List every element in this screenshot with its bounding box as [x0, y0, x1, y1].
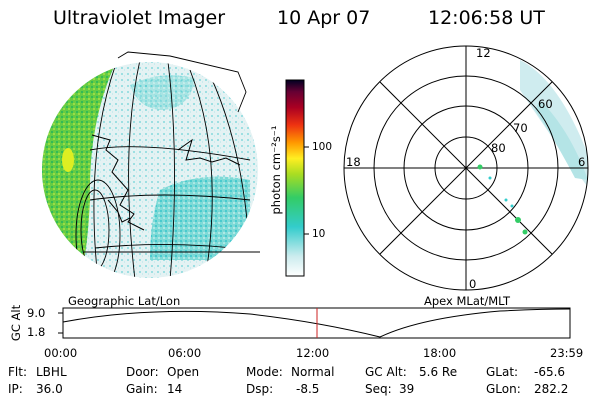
emission-spots: [477, 164, 528, 235]
colorbar-tick-100: 100: [312, 141, 333, 153]
mode-value: Normal: [291, 365, 335, 379]
mlat-label-60: 60: [538, 97, 553, 111]
mlt-label-18: 18: [346, 155, 361, 169]
mlat-label-70: 70: [513, 121, 528, 135]
geographic-panel-label: Geographic Lat/Lon: [68, 294, 181, 308]
gcalt-label: GC Alt:: [365, 365, 407, 379]
gcalt-value: 5.6 Re: [419, 365, 458, 379]
x-tick-2359: 23:59: [550, 346, 584, 360]
altitude-ytick-1: 1.8: [27, 325, 46, 339]
dsp-value: -8.5: [296, 382, 320, 396]
x-tick-0600: 06:00: [168, 346, 202, 360]
altitude-curve: [62, 308, 571, 338]
gain-label: Gain:: [126, 382, 158, 396]
mlt-label-6: 6: [578, 155, 586, 169]
x-tick-1200: 12:00: [296, 346, 330, 360]
gain-value: 14: [167, 382, 183, 396]
flt-value: LBHL: [36, 365, 67, 379]
altitude-ytick-9: 9.0: [27, 306, 46, 320]
door-label: Door:: [126, 365, 159, 379]
x-tick-1800: 18:00: [423, 346, 457, 360]
glon-label: GLon:: [486, 382, 521, 396]
flt-label: Flt:: [8, 365, 27, 379]
magnetic-panel-label: Apex MLat/MLT: [424, 294, 511, 308]
glat-label: GLat:: [486, 365, 519, 379]
mode-label: Mode:: [246, 365, 283, 379]
ip-value: 36.0: [36, 382, 63, 396]
date-label: 10 Apr 07: [277, 7, 371, 29]
colorbar-tick-10: 10: [312, 228, 326, 240]
door-value: Open: [167, 365, 200, 379]
dsp-label: Dsp:: [246, 382, 274, 396]
seq-label: Seq:: [365, 382, 392, 396]
seq-value: 39: [399, 382, 415, 396]
ip-label: IP:: [8, 382, 23, 396]
mlt-label-12: 12: [476, 46, 491, 60]
altitude-ylabel: GC Alt: [9, 304, 23, 342]
mlt-label-0: 0: [469, 277, 477, 291]
app-title: Ultraviolet Imager: [53, 7, 226, 29]
mlat-label-80: 80: [491, 141, 506, 155]
time-label: 12:06:58 UT: [428, 7, 545, 29]
glon-value: 282.2: [534, 382, 569, 396]
glat-value: -65.6: [534, 365, 566, 379]
x-tick-0000: 00:00: [44, 346, 78, 360]
colorbar-unit-label: photon cm⁻²s⁻¹: [269, 125, 283, 215]
